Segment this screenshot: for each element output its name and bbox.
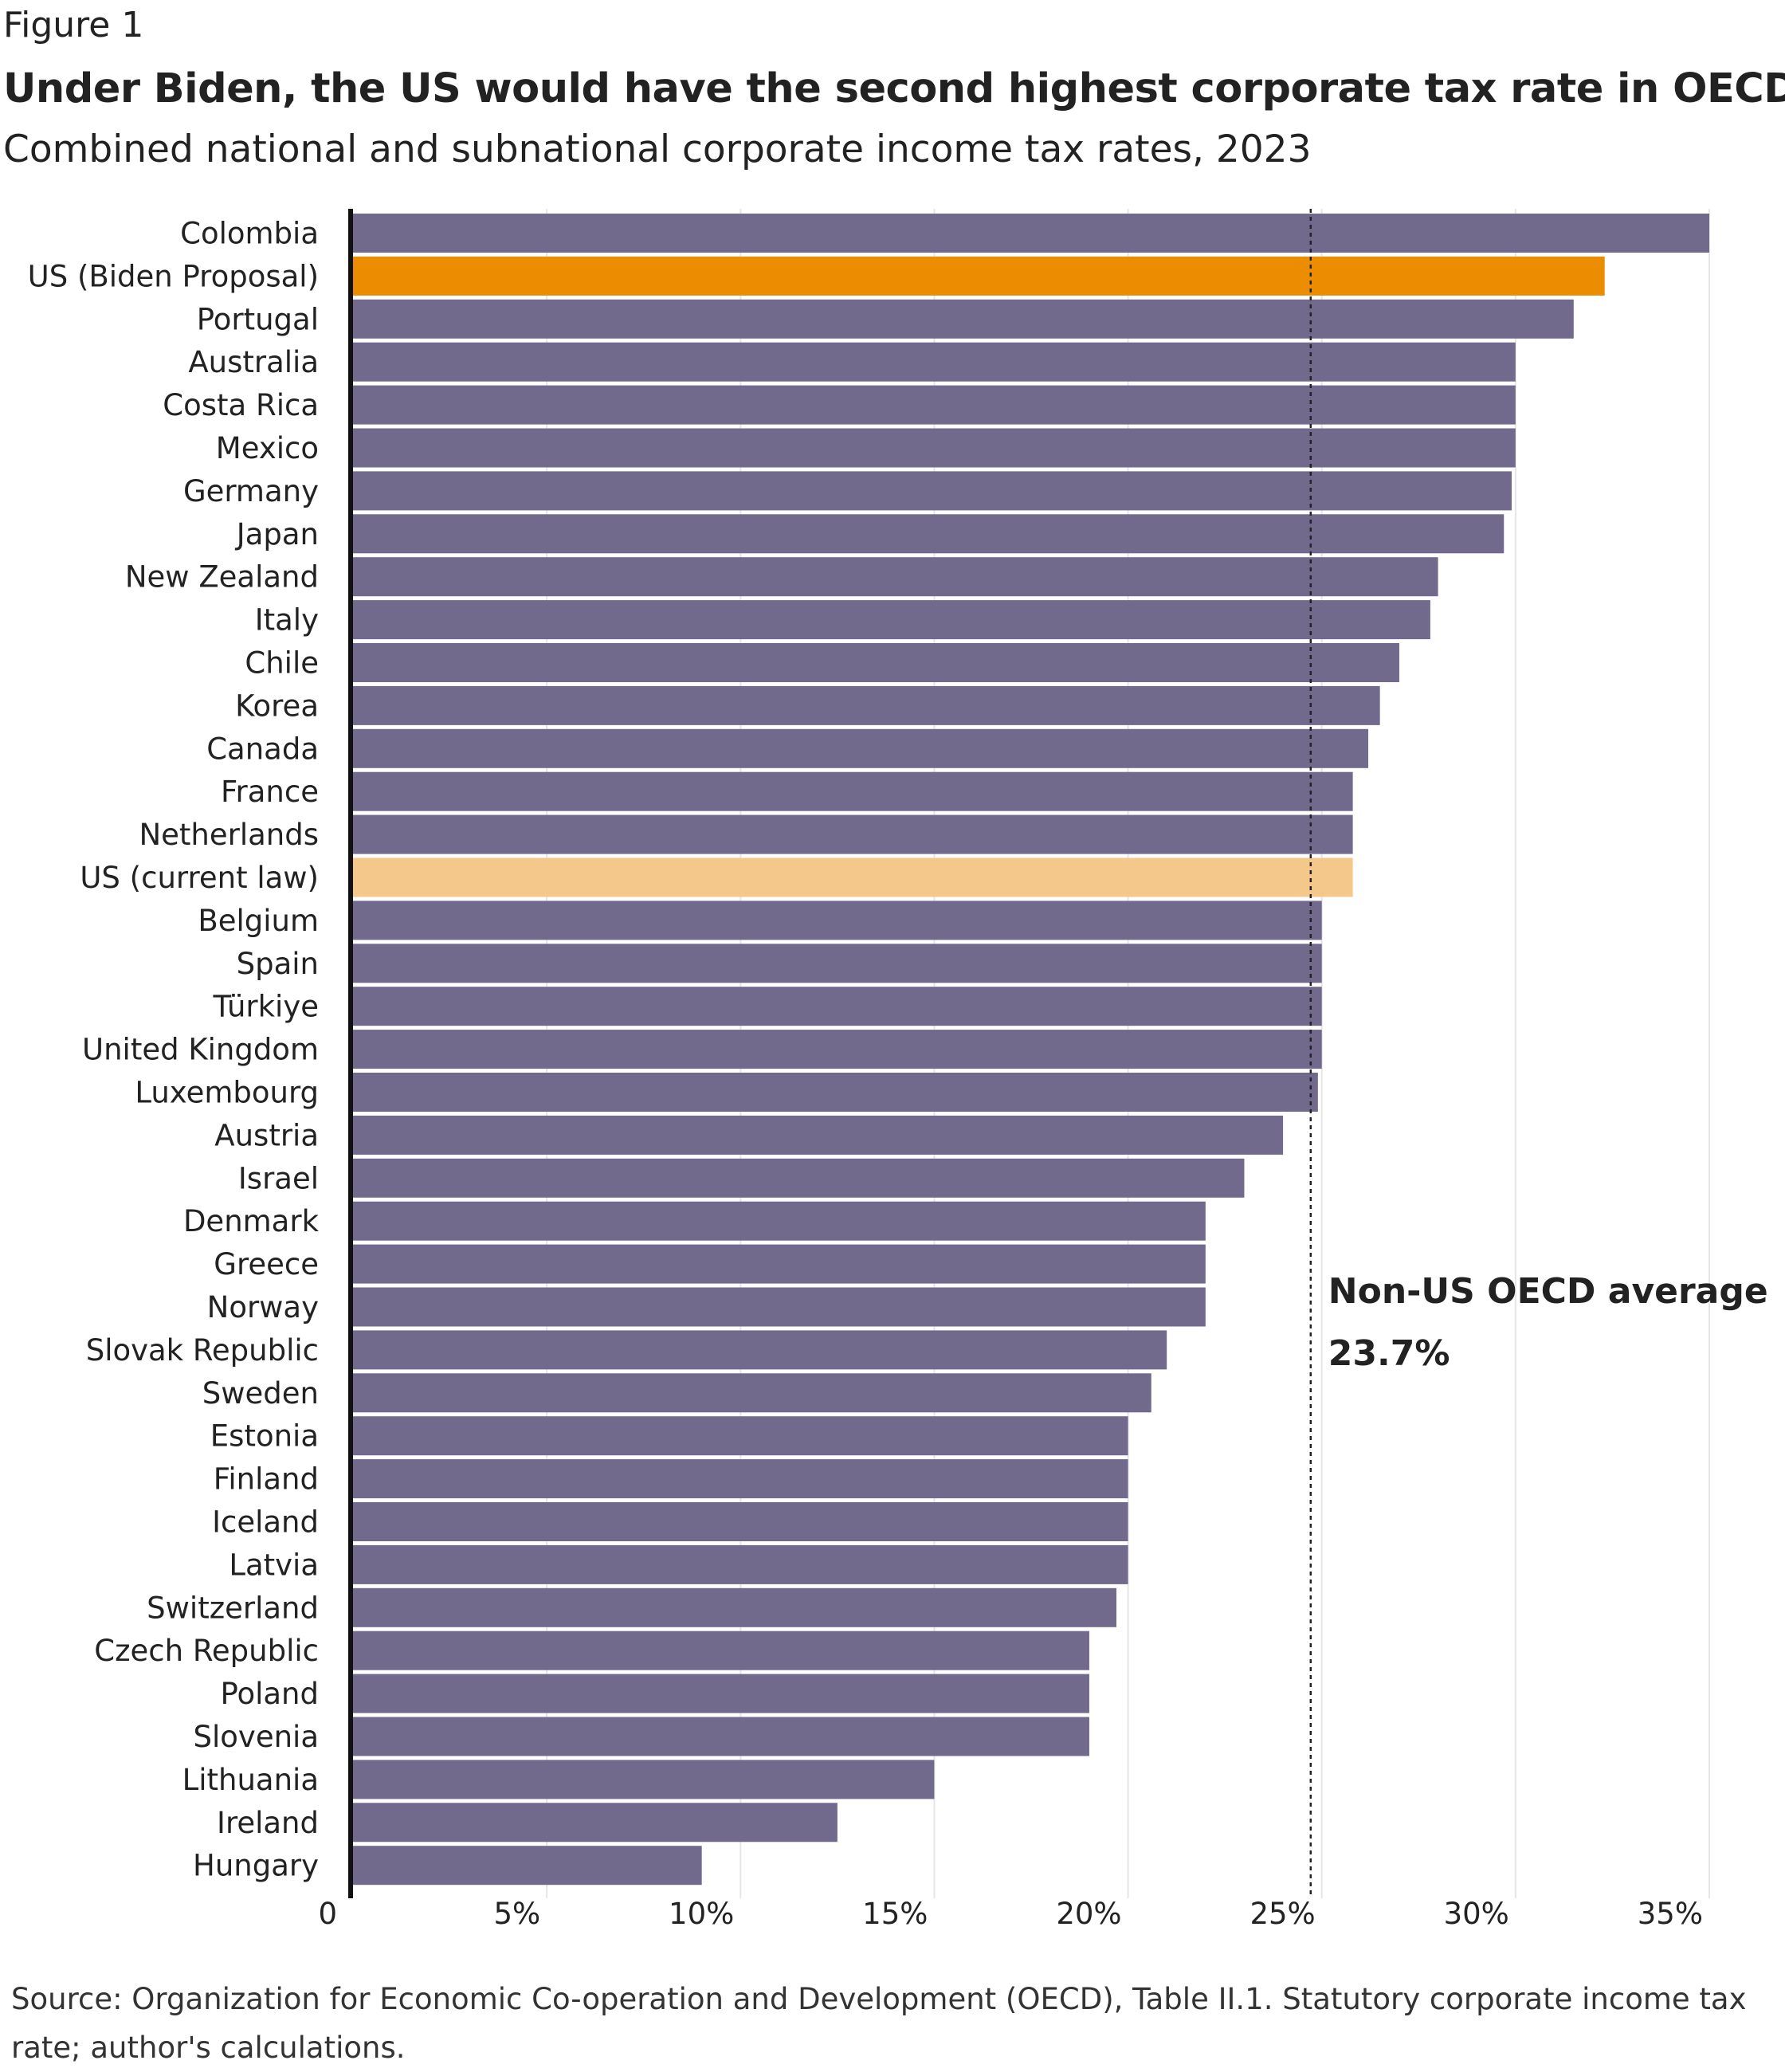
bar xyxy=(353,1631,1089,1670)
bar xyxy=(353,1760,935,1799)
chart-subtitle: Combined national and subnational corpor… xyxy=(3,128,1312,171)
category-label: Spain xyxy=(237,947,319,981)
bar xyxy=(353,342,1516,382)
category-label: Greece xyxy=(214,1247,319,1281)
category-label: Belgium xyxy=(198,904,319,938)
bar xyxy=(353,1717,1089,1756)
bar xyxy=(353,1846,702,1886)
category-label: US (Biden Proposal) xyxy=(28,259,319,293)
bar xyxy=(353,1373,1151,1413)
bar xyxy=(353,1416,1128,1456)
category-label: Hungary xyxy=(193,1849,319,1883)
category-label: Ireland xyxy=(217,1806,319,1840)
category-label: Slovak Republic xyxy=(86,1333,319,1368)
chart-title: Under Biden, the US would have the secon… xyxy=(3,65,1785,112)
category-label: Poland xyxy=(220,1677,319,1711)
category-label: Latvia xyxy=(229,1548,319,1582)
category-label: Denmark xyxy=(183,1204,320,1238)
bar xyxy=(353,471,1512,511)
category-label: Colombia xyxy=(180,217,319,251)
bars xyxy=(353,214,1709,1886)
bar xyxy=(353,1115,1284,1155)
x-tick-label: 30% xyxy=(1444,1897,1509,1931)
category-label: Germany xyxy=(183,474,319,508)
bar xyxy=(353,1544,1128,1584)
x-tick-label: 35% xyxy=(1638,1897,1703,1931)
bar xyxy=(353,256,1605,296)
bar xyxy=(353,385,1516,425)
bar xyxy=(353,428,1516,468)
category-label: New Zealand xyxy=(125,560,319,595)
bar xyxy=(353,987,1322,1026)
reference-value-label: 23.7% xyxy=(1328,1333,1450,1374)
category-label: Austria xyxy=(214,1118,319,1152)
x-tick-label: 10% xyxy=(669,1897,734,1931)
category-label: Finland xyxy=(214,1462,319,1497)
category-label: Estonia xyxy=(210,1419,319,1454)
category-label: Luxembourg xyxy=(135,1076,319,1110)
bar xyxy=(353,1330,1167,1370)
category-label: United Kingdom xyxy=(82,1033,319,1067)
category-label: France xyxy=(221,775,319,809)
bar xyxy=(353,814,1353,854)
bar xyxy=(353,1287,1206,1327)
figure-label: Figure 1 xyxy=(3,5,144,45)
bar xyxy=(353,901,1322,940)
bar xyxy=(353,1201,1206,1241)
category-label: Korea xyxy=(235,689,319,723)
bar xyxy=(353,728,1369,768)
category-label: Norway xyxy=(207,1290,319,1324)
x-tick-label: 15% xyxy=(862,1897,928,1931)
bar xyxy=(353,600,1430,640)
bar xyxy=(353,771,1353,811)
bar xyxy=(353,1502,1128,1541)
reference-line-group: Non-US OECD average 23.7% xyxy=(1309,209,1768,1898)
bar xyxy=(353,1803,838,1842)
bar xyxy=(353,1073,1318,1112)
x-tick-label: 0 xyxy=(318,1897,337,1931)
category-label: US (current law) xyxy=(80,861,319,895)
bar xyxy=(353,685,1380,725)
category-labels: Colombia US (Biden Proposal) Portugal Austr… xyxy=(28,217,320,1883)
bar xyxy=(353,1030,1322,1069)
category-label: Switzerland xyxy=(147,1591,319,1625)
category-label: Mexico xyxy=(216,431,319,465)
x-tick-label: 25% xyxy=(1250,1897,1315,1931)
category-label: Israel xyxy=(238,1161,319,1195)
category-label: Netherlands xyxy=(139,818,319,852)
category-label: Lithuania xyxy=(182,1763,319,1797)
category-label: Japan xyxy=(235,517,319,551)
bar xyxy=(353,1587,1116,1627)
category-label: Canada xyxy=(206,732,319,766)
bar xyxy=(353,1674,1089,1713)
category-label: Sweden xyxy=(202,1376,319,1411)
category-label: Costa Rica xyxy=(163,388,319,422)
bar xyxy=(353,1158,1245,1198)
source-note: Source: Organization for Economic Co-ope… xyxy=(11,1982,1747,2065)
category-label: Chile xyxy=(245,646,319,681)
category-label: Portugal xyxy=(197,302,319,336)
bar xyxy=(353,214,1709,253)
reference-label: Non-US OECD average xyxy=(1328,1271,1768,1312)
category-label: Türkiye xyxy=(212,990,319,1024)
x-axis-ticks: 0 5% 10% 15% 20% 25% 30% 35% xyxy=(318,1897,1703,1931)
bar xyxy=(353,857,1353,897)
category-label: Slovenia xyxy=(194,1720,319,1754)
category-label: Iceland xyxy=(212,1505,319,1540)
x-tick-label: 20% xyxy=(1056,1897,1121,1931)
category-label: Czech Republic xyxy=(94,1634,319,1668)
category-label: Italy xyxy=(255,603,319,638)
bar xyxy=(353,944,1322,983)
bar-chart: Non-US OECD average 23.7% Colombia US (Bid… xyxy=(28,209,1768,1931)
bar xyxy=(353,1459,1128,1499)
bar xyxy=(353,1244,1206,1284)
bar xyxy=(353,299,1574,339)
bar xyxy=(353,514,1504,554)
bar xyxy=(353,643,1399,682)
x-tick-label: 5% xyxy=(493,1897,540,1931)
category-label: Australia xyxy=(188,345,319,379)
bar xyxy=(353,557,1438,597)
